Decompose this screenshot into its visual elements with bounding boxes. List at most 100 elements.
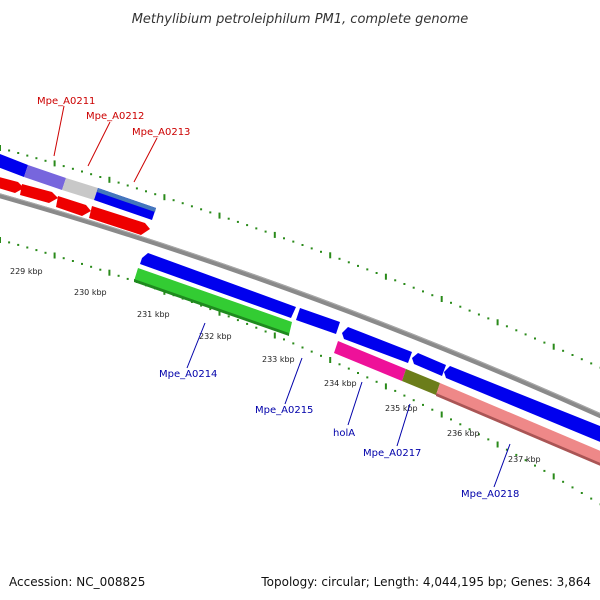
minor-tick — [26, 246, 29, 249]
minor-tick — [450, 301, 452, 304]
gene-label-a0217[interactable]: Mpe_A0217 — [363, 448, 421, 459]
minor-tick — [81, 170, 83, 173]
minor-tick — [264, 230, 267, 233]
gene-feature-blue-d[interactable] — [412, 353, 446, 376]
minor-tick — [62, 257, 65, 260]
minor-tick — [320, 354, 322, 357]
topology-text: Topology: circular; Length: 4,044,195 bp… — [260, 575, 591, 589]
kbp-label: 229 kbp — [10, 267, 43, 276]
gene-label-a0212[interactable]: Mpe_A0212 — [86, 111, 144, 122]
major-tick — [496, 441, 499, 448]
major-tick — [218, 309, 221, 316]
major-tick — [552, 473, 555, 480]
minor-tick — [145, 190, 147, 193]
minor-tick — [431, 408, 434, 411]
minor-tick — [117, 274, 120, 277]
minor-tick — [562, 349, 565, 352]
gene-feature-blue-b[interactable] — [296, 308, 340, 334]
gene-feature-blue-e[interactable] — [444, 366, 600, 446]
major-tick — [108, 269, 111, 276]
minor-tick — [505, 448, 508, 451]
gene-feature-a0217[interactable] — [402, 369, 440, 395]
minor-tick — [338, 257, 341, 260]
minor-tick — [236, 319, 239, 322]
minor-tick — [26, 154, 29, 157]
major-tick — [273, 231, 276, 238]
minor-tick — [126, 277, 129, 280]
minor-tick — [209, 211, 212, 214]
minor-tick — [246, 224, 249, 227]
gene-feature-a0214-edge — [134, 279, 289, 336]
gene-label-a0215[interactable]: Mpe_A0215 — [255, 405, 313, 416]
minor-tick — [347, 261, 350, 264]
gene-feature-red-4[interactable] — [89, 206, 150, 235]
gene-feature-red-2[interactable] — [20, 184, 58, 203]
minor-tick — [71, 260, 74, 262]
kbp-label: 232 kbp — [199, 332, 232, 341]
minor-tick — [209, 308, 212, 311]
minor-tick — [580, 492, 583, 494]
minor-tick — [580, 358, 583, 361]
minor-tick — [99, 176, 102, 178]
minor-tick — [468, 428, 471, 431]
minor-tick — [357, 264, 359, 267]
minor-tick — [255, 227, 258, 230]
gene-feature-blue-c[interactable] — [342, 327, 412, 363]
minor-tick — [246, 322, 249, 325]
minor-tick — [81, 262, 83, 265]
gene-label-hola[interactable]: holA — [333, 428, 355, 439]
minor-tick — [320, 250, 322, 253]
gene-feature-a0214[interactable] — [134, 268, 292, 335]
minor-tick — [44, 251, 47, 254]
gene-label-a0213[interactable]: Mpe_A0213 — [132, 127, 190, 138]
gene-feature-a0212[interactable] — [62, 178, 98, 200]
minor-tick — [487, 438, 490, 441]
major-tick — [0, 145, 1, 151]
minor-tick — [524, 459, 527, 462]
minor-tick — [227, 217, 230, 220]
gene-label-a0218[interactable]: Mpe_A0218 — [461, 489, 519, 500]
leader-line — [347, 381, 363, 426]
minor-tick — [477, 433, 480, 436]
gene-feature-blue-a[interactable] — [140, 253, 296, 318]
gene-feature-a0218[interactable] — [436, 383, 600, 469]
gene-label-a0211[interactable]: Mpe_A0211 — [37, 96, 95, 107]
minor-tick — [357, 372, 359, 374]
gene-feature-top-1[interactable] — [0, 152, 28, 177]
backbone-highlight — [0, 193, 600, 415]
minor-tick — [477, 313, 480, 316]
gene-feature-red-3[interactable] — [56, 196, 91, 216]
major-tick — [0, 237, 1, 243]
minor-tick — [347, 367, 350, 370]
major-tick — [440, 411, 443, 418]
minor-tick — [338, 363, 341, 366]
leader-line — [396, 403, 411, 447]
minor-tick — [236, 220, 239, 223]
minor-tick — [126, 184, 129, 187]
minor-tick — [44, 159, 47, 162]
minor-tick — [459, 305, 462, 308]
minor-tick — [468, 309, 471, 312]
gene-feature-red-1[interactable] — [0, 176, 24, 193]
minor-tick — [366, 268, 369, 271]
minor-tick — [117, 181, 120, 184]
kbp-label: 234 kbp — [324, 379, 357, 388]
gene-feature-a0211[interactable] — [24, 165, 66, 190]
map-title: Methylibium petroleiphilum PM1, complete… — [132, 12, 469, 27]
leader-line — [493, 443, 511, 488]
gene-feature-a0218-edge — [436, 393, 600, 466]
major-tick — [552, 343, 555, 350]
gene-label-a0214[interactable]: Mpe_A0214 — [159, 369, 217, 380]
minor-tick — [90, 173, 93, 176]
gene-feature-hola[interactable] — [334, 341, 406, 381]
minor-tick — [422, 290, 424, 293]
major-tick — [53, 160, 56, 167]
leader-line — [53, 105, 65, 157]
accession-text: Accession: NC_008825 — [9, 575, 145, 589]
minor-tick — [17, 243, 20, 246]
minor-tick — [590, 497, 593, 500]
kbp-label: 237 kbp — [508, 455, 541, 464]
kbp-label: 235 kbp — [385, 404, 418, 413]
minor-tick — [403, 394, 406, 397]
